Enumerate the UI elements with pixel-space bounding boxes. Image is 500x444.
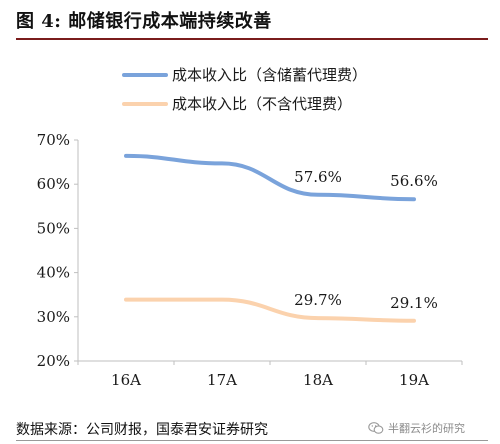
wechat-icon [368, 422, 384, 434]
y-tick-label: 30% [37, 308, 70, 326]
x-tick-label: 18A [303, 371, 333, 389]
header-rule [16, 38, 488, 40]
x-tick-label: 17A [207, 371, 237, 389]
legend-label: 成本收入比（不含代理费） [172, 95, 352, 113]
y-tick-label: 50% [37, 219, 70, 237]
data-label: 29.7% [294, 291, 342, 309]
series-line-1 [124, 153, 416, 202]
x-tick-label: 16A [111, 371, 141, 389]
x-tick-label: 19A [399, 371, 429, 389]
series-line-2 [124, 297, 416, 323]
y-tick-label: 40% [37, 264, 70, 282]
legend-label: 成本收入比（含储蓄代理费） [172, 66, 367, 84]
y-tick-label: 60% [37, 175, 70, 193]
data-label: 56.6% [390, 172, 438, 190]
watermark: 半翻云衫的研究 [368, 419, 465, 437]
figure-title: 图 4: 邮储银行成本端持续改善 [16, 11, 272, 32]
source-note: 数据来源：公司财报，国泰君安证券研究 [16, 422, 268, 438]
figure-header: 图 4: 邮储银行成本端持续改善 [0, 0, 500, 40]
y-tick-label: 20% [37, 352, 70, 370]
watermark-text: 半翻云衫的研究 [388, 422, 465, 435]
y-tick-label: 70% [37, 131, 70, 149]
data-label: 29.1% [390, 294, 438, 312]
data-label: 57.6% [294, 168, 342, 186]
footer-rule [16, 440, 488, 441]
